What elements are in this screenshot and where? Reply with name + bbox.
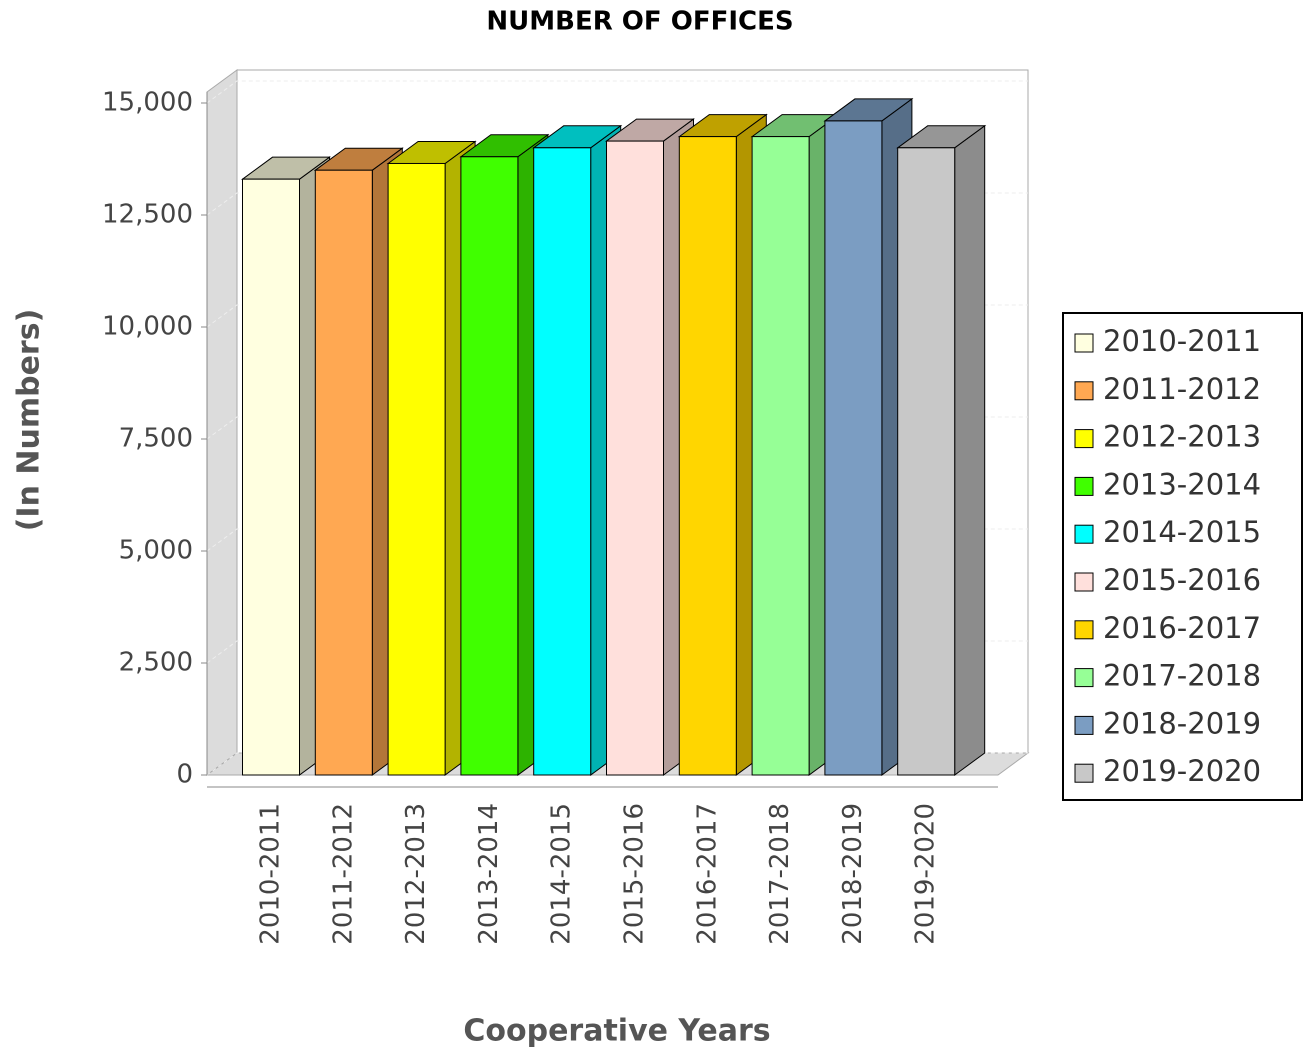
x-tick-label: 2015-2016 <box>620 803 650 945</box>
legend-swatch <box>1074 476 1094 496</box>
x-tick-label: 2012-2013 <box>401 803 431 945</box>
y-tick-label: 10,000 <box>102 312 193 342</box>
legend-label: 2018-2019 <box>1103 706 1261 740</box>
legend-swatch <box>1074 572 1094 592</box>
legend-swatch <box>1074 524 1094 544</box>
y-axis-title: (In Numbers) <box>12 309 47 532</box>
x-tick-label: 2010-2011 <box>256 803 286 945</box>
bar <box>242 178 300 776</box>
legend-label: 2013-2014 <box>1103 467 1261 501</box>
legend-swatch <box>1074 668 1094 688</box>
bar <box>533 147 592 776</box>
legend-label: 2017-2018 <box>1103 659 1261 693</box>
grid-line <box>206 416 1028 440</box>
legend-label: 2016-2017 <box>1103 611 1261 645</box>
y-tick-label: 7,500 <box>119 424 193 454</box>
grid-line <box>206 752 1028 776</box>
x-tick-label: 2019-2020 <box>911 803 941 945</box>
grid-line <box>206 528 1028 552</box>
bar <box>751 136 810 776</box>
x-tick-label: 2011-2012 <box>328 803 358 945</box>
bar <box>606 140 664 776</box>
grid-line <box>206 304 1028 328</box>
y-tick-label: 15,000 <box>102 88 193 118</box>
bar <box>678 136 737 776</box>
x-tick-label: 2013-2014 <box>474 803 504 945</box>
legend-swatch <box>1074 763 1094 783</box>
bar <box>460 156 519 776</box>
legend-label: 2012-2013 <box>1103 420 1261 454</box>
bar <box>314 169 373 776</box>
legend-label: 2014-2015 <box>1103 515 1261 549</box>
bar <box>824 120 883 776</box>
legend-label: 2015-2016 <box>1103 563 1261 597</box>
legend-label: 2011-2012 <box>1103 372 1261 406</box>
y-tick-label: 0 <box>176 760 193 790</box>
bar <box>387 162 446 776</box>
legend-box <box>1062 312 1303 801</box>
legend-swatch <box>1074 381 1094 401</box>
legend-label: 2010-2011 <box>1103 324 1261 358</box>
y-tick-label: 2,500 <box>119 648 193 678</box>
x-axis-title: Cooperative Years <box>463 1014 770 1049</box>
chart-title: NUMBER OF OFFICES <box>486 7 793 37</box>
x-tick-label: 2016-2017 <box>692 803 722 945</box>
y-tick-label: 12,500 <box>102 200 193 230</box>
legend-swatch <box>1074 333 1094 353</box>
left-wall <box>206 69 238 776</box>
legend-swatch <box>1074 429 1094 449</box>
x-tick-label: 2014-2015 <box>547 803 577 945</box>
x-tick-label: 2018-2019 <box>838 803 868 945</box>
grid-line <box>206 640 1028 664</box>
legend-label: 2019-2020 <box>1103 754 1261 788</box>
bar <box>897 147 956 776</box>
grid-line <box>206 192 1028 216</box>
bar-side <box>954 124 986 776</box>
y-tick-label: 5,000 <box>119 536 193 566</box>
grid-line <box>206 80 1028 104</box>
x-tick-label: 2017-2018 <box>765 803 795 945</box>
legend-swatch <box>1074 620 1094 640</box>
legend-swatch <box>1074 715 1094 735</box>
